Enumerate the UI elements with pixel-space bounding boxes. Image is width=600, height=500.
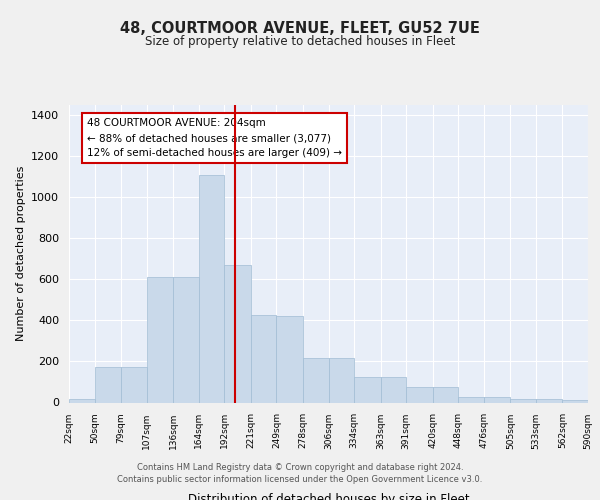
Bar [484, 397, 511, 402]
Bar [511, 399, 536, 402]
Bar [406, 387, 433, 402]
Bar [95, 366, 121, 402]
Bar [303, 358, 329, 403]
Bar [69, 400, 95, 402]
Text: Size of property relative to detached houses in Fleet: Size of property relative to detached ho… [145, 35, 455, 48]
Bar [562, 400, 588, 402]
Bar [380, 377, 406, 402]
Bar [277, 316, 303, 402]
Bar [458, 397, 484, 402]
Bar [121, 366, 146, 402]
Bar [224, 265, 251, 402]
X-axis label: Distribution of detached houses by size in Fleet: Distribution of detached houses by size … [188, 493, 469, 500]
Bar [251, 316, 277, 402]
Bar [354, 377, 380, 402]
Y-axis label: Number of detached properties: Number of detached properties [16, 166, 26, 342]
Bar [146, 278, 173, 402]
Bar [329, 358, 354, 403]
Text: 48 COURTMOOR AVENUE: 204sqm
← 88% of detached houses are smaller (3,077)
12% of : 48 COURTMOOR AVENUE: 204sqm ← 88% of det… [87, 118, 342, 158]
Bar [199, 175, 224, 402]
Bar [433, 387, 458, 402]
Text: Contains public sector information licensed under the Open Government Licence v3: Contains public sector information licen… [118, 475, 482, 484]
Bar [173, 278, 199, 402]
Text: 48, COURTMOOR AVENUE, FLEET, GU52 7UE: 48, COURTMOOR AVENUE, FLEET, GU52 7UE [120, 21, 480, 36]
Text: Contains HM Land Registry data © Crown copyright and database right 2024.: Contains HM Land Registry data © Crown c… [137, 464, 463, 472]
Bar [536, 400, 562, 402]
